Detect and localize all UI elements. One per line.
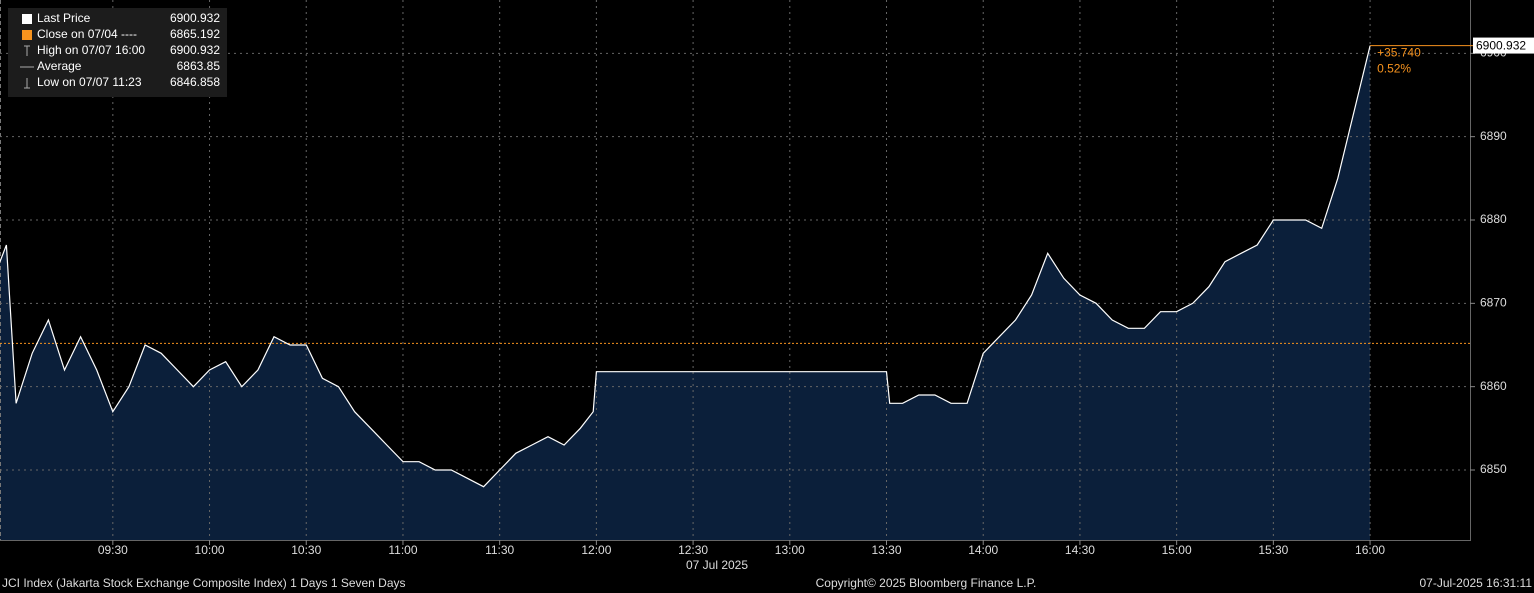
x-tick-label: 12:00: [581, 543, 611, 557]
legend-value: 6863.85: [177, 59, 221, 73]
last-price-box: [1473, 37, 1534, 54]
legend-value: 6900.932: [170, 43, 220, 57]
last-price-label: 6900.932: [1476, 39, 1526, 53]
plot: [0, 0, 1470, 540]
legend-value: 6846.858: [170, 75, 220, 89]
area: [0, 45, 1371, 540]
x-tick-label: 09:30: [98, 543, 128, 557]
x-tick-label: 12:30: [678, 543, 708, 557]
x-tick-label: 13:00: [775, 543, 805, 557]
x-tick-label: 14:30: [1065, 543, 1095, 557]
y-tick-label: 6890: [1480, 129, 1507, 143]
change-pct-label: 0.52%: [1377, 62, 1411, 76]
legend-label: Average: [37, 59, 82, 73]
legend-label: High on 07/07 16:00: [37, 43, 145, 57]
x-tick-label: 11:30: [485, 543, 514, 557]
x-tick-label: 13:30: [871, 543, 901, 557]
x-tick-label: 15:00: [1162, 543, 1192, 557]
x-tick-label: 11:00: [388, 543, 417, 557]
legend-box: [8, 8, 227, 97]
x-tick-label: 15:30: [1258, 543, 1288, 557]
change-label: +35.740: [1377, 46, 1421, 60]
date-label: 07 Jul 2025: [686, 558, 748, 572]
footer-right: 07-Jul-2025 16:31:11: [1419, 576, 1532, 590]
y-tick-label: 6880: [1480, 212, 1507, 226]
legend-label: Close on 07/04 ----: [37, 27, 137, 41]
legend-value: 6900.932: [170, 11, 220, 25]
price-line: [0, 45, 1371, 488]
legend-icon: [22, 30, 32, 40]
y-tick-label: 6870: [1480, 296, 1507, 310]
x-tick-label: 10:00: [195, 543, 225, 557]
legend-icon: [24, 45, 30, 56]
legend-icon: [24, 78, 30, 89]
y-tick-label: 6850: [1480, 462, 1507, 476]
legend-label: Last Price: [37, 11, 91, 25]
x-tick-label: 16:00: [1355, 543, 1385, 557]
legend-value: 6865.192: [170, 27, 220, 41]
legend-icon: [22, 14, 32, 24]
y-tick-label: 6860: [1480, 379, 1507, 393]
legend-label: Low on 07/07 11:23: [37, 75, 142, 89]
footer-center: Copyright© 2025 Bloomberg Finance L.P.: [816, 576, 1037, 590]
x-tick-label: 10:30: [291, 543, 321, 557]
footer-left: JCI Index (Jakarta Stock Exchange Compos…: [2, 576, 406, 590]
x-tick-label: 14:00: [968, 543, 998, 557]
